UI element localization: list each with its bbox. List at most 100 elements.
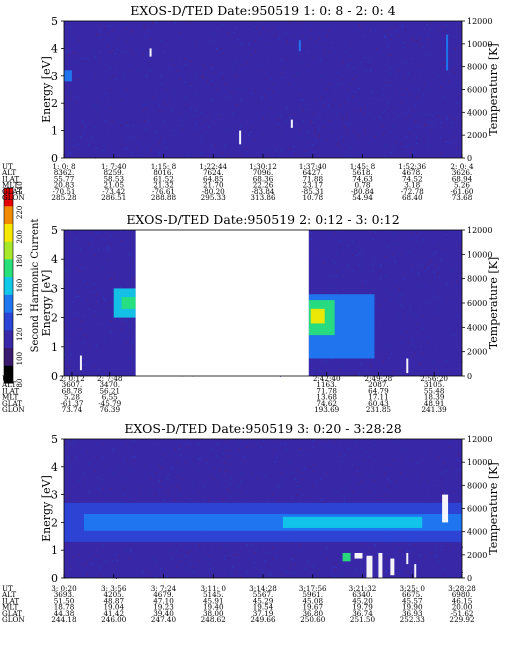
table-cell: 2: 0:12 [59,374,84,383]
colorbar-swatch [4,241,13,260]
ylabel-right: Temperature [K] [487,43,500,135]
table-cell: 2: 7:48 [97,374,123,383]
table-cell: 2: 0: 4 [450,162,474,171]
spectrogram-feature [64,70,72,82]
table-cell: 3:14:28 [249,584,277,593]
panel-3: EXOS-D/TED Date:950519 3: 0:20 - 3:28:28… [1,421,500,624]
spectrogram-feature [239,130,242,145]
table-row-label: GLON [2,405,25,414]
ytick-left-label: 0 [51,152,58,165]
table-cell: 1:52:36 [398,162,426,171]
ytick-right-label: 4000 [467,108,487,117]
ytick-right-label: 6000 [467,299,487,308]
table-cell: 286.51 [101,193,126,202]
table-cell: 1:37:40 [299,162,327,171]
ytick-left-label: 3 [51,489,58,502]
ytick-right-label: 2000 [467,551,487,560]
table-row-label: UT [2,162,13,171]
ytick-left-label: 1 [51,544,58,557]
ytick-left-label: 0 [51,370,58,383]
table-cell: 5961. [302,590,323,599]
table-cell: 3470. [99,380,120,389]
table-cell: 1: 0: 8 [52,162,76,171]
ytick-right-label: 4000 [467,323,487,332]
table-cell: -72.78 [401,187,424,196]
colorbar-label: Second Harmonic Current [30,219,41,353]
ytick-right-label: 0 [467,154,472,163]
table-row-label: GLAT [2,187,22,196]
table-cell: 3:11: 0 [201,584,227,593]
table-cell: 244.18 [51,615,77,624]
colorbar-swatch [4,329,13,349]
ytick-left-label: 1 [51,125,58,138]
table-row-label: UT [2,584,13,593]
table-row-label: ILAT [2,174,19,183]
table-cell: 1: 7:40 [101,162,127,171]
table-cell: 60.43 [368,399,389,408]
colorbar-swatch [4,188,13,207]
table-cell: 2087. [368,380,389,389]
ytick-right-label: 0 [467,372,472,381]
table-cell: 55.77 [54,174,75,183]
table-cell: 10.78 [302,193,323,202]
table-cell: 39.40 [153,609,174,618]
table-row-label: MLT [2,603,19,612]
table-cell: 3:17:56 [299,584,327,593]
table-cell: 3105. [424,380,445,389]
table-cell: 1:30:12 [249,162,277,171]
ylabel-left: Energy [eV] [40,270,53,337]
table-cell: 252.33 [400,615,426,624]
table-cell: -61.60 [450,187,473,196]
table-cell: 285.28 [51,193,77,202]
data-gap [135,230,309,376]
table-cell: 248.62 [201,615,226,624]
table-cell: 36.80 [302,609,323,618]
ytick-left-label: 4 [51,42,58,55]
ytick-left-label: 2 [51,97,58,110]
ytick-right-label: 6000 [467,86,487,95]
table-cell: 4678. [402,168,423,177]
table-row-label: ALT [1,168,16,177]
table-cell: 19.23 [153,603,174,612]
colorbar-tick-label: 240 [16,181,24,194]
table-cell: -80.20 [202,187,225,196]
table-cell: 1:15: 8 [151,162,177,171]
table-cell: 3: 3:56 [101,584,127,593]
table-cell: 193.69 [314,405,340,414]
ytick-right-label: 8000 [467,275,487,284]
table-cell: 54.94 [352,193,373,202]
table-cell: 17.11 [368,393,389,402]
table-cell: 0.78 [354,181,370,190]
table-cell: 3:21:32 [349,584,377,593]
ytick-right-label: 12000 [467,435,492,444]
table-cell: -70.51 [52,187,75,196]
table-cell: 8259. [103,168,124,177]
table-cell: 71.88 [302,174,323,183]
table-cell: 251.50 [350,615,376,624]
ytick-left-label: 5 [51,433,58,446]
table-cell: 229.92 [449,615,474,624]
ytick-right-label: 6000 [467,505,487,514]
table-cell: 48.91 [424,399,445,408]
table-row-label: ILAT [2,596,19,605]
table-cell: 2:49:28 [365,374,393,383]
table-cell: 46.15 [452,596,473,605]
table-cell: 4679. [153,590,174,599]
ylabel-left: Energy [eV] [40,56,53,123]
table-cell: 20.83 [54,181,75,190]
table-cell: 64.85 [203,174,224,183]
table-cell: 45.29 [253,596,274,605]
table-cell: 21.32 [153,181,174,190]
colorbar-swatch [4,223,13,242]
table-cell: 5.28 [64,393,80,402]
table-cell: 36.93 [402,609,423,618]
ytick-left-label: 5 [51,15,58,28]
table-row-label: GLON [2,193,25,202]
table-row-label: MLT [2,393,19,402]
table-cell: 3: 7:24 [151,584,177,593]
table-cell: 5567. [253,590,274,599]
colorbar: 80 100 120 140 160 180 200 220 240 Second Harmoni… [3,181,41,387]
colorbar-swatch [4,258,13,278]
spectrogram-feature [442,494,449,523]
